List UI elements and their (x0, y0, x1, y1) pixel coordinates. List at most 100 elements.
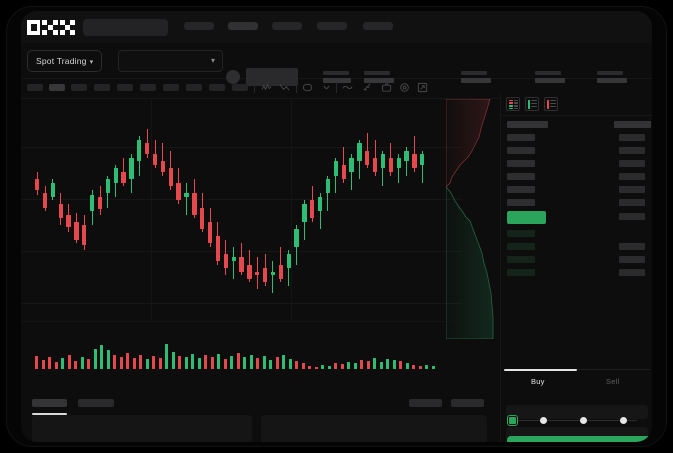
bottom-action-2[interactable] (451, 399, 484, 407)
bottom-tab-2[interactable] (78, 399, 114, 407)
candle (388, 99, 393, 321)
camera-icon[interactable] (381, 82, 392, 93)
candle (97, 99, 103, 321)
ruler-icon[interactable] (362, 82, 373, 93)
candlestick-chart[interactable] (21, 99, 462, 321)
candle-body (372, 157, 378, 172)
bottom-panel-left (32, 415, 252, 442)
settings-icon[interactable] (399, 82, 410, 93)
okx-logo[interactable] (27, 20, 75, 35)
candle-body (231, 257, 236, 261)
orderbook-sell-icon[interactable] (544, 97, 558, 111)
orderbook-ask-row[interactable] (507, 186, 535, 193)
orderbook-buy-icon[interactable] (525, 97, 539, 111)
volume-bar (41, 360, 45, 369)
market-type-label: Spot Trading (36, 56, 87, 66)
orderbook-bid-row[interactable] (507, 256, 535, 263)
bottom-tab-bar (21, 393, 500, 415)
timeframe-7[interactable] (163, 84, 179, 91)
orderbook-bid-amount (619, 256, 645, 263)
bottom-panel-right (261, 415, 487, 442)
indicator-icon[interactable] (261, 82, 272, 93)
chart-gridline (291, 99, 292, 321)
volume-bar (405, 363, 409, 369)
header-nav-item-2[interactable] (228, 22, 258, 30)
orderbook-ask-row[interactable] (507, 173, 535, 180)
timeframe-1[interactable] (27, 84, 43, 91)
candle (184, 99, 189, 321)
orderbook-bid-row[interactable] (507, 269, 535, 276)
candle (74, 99, 79, 321)
bottom-action-1[interactable] (409, 399, 442, 407)
header-nav-item-4[interactable] (317, 22, 347, 30)
timeframe-10[interactable] (232, 84, 248, 91)
orderbook-divider (501, 115, 652, 116)
candle (176, 99, 181, 321)
orderbook-col-header-left (507, 121, 548, 128)
orderbook-bid-row[interactable] (507, 243, 535, 250)
timeframe-2[interactable] (49, 84, 65, 91)
candle-body (152, 154, 158, 165)
timeframe-8[interactable] (186, 84, 202, 91)
amount-slider-step-4[interactable] (620, 417, 627, 424)
tab-buy[interactable]: Buy (531, 377, 545, 386)
candle-body (310, 200, 315, 219)
market-type-selector[interactable]: Spot Trading ▾ (27, 50, 103, 72)
volume-bar (366, 361, 370, 369)
orderbook-bid-row[interactable] (507, 230, 535, 237)
bottom-tab-1[interactable] (32, 399, 67, 407)
timeframe-9[interactable] (209, 84, 225, 91)
trading-pair-selector[interactable]: ▾ (118, 50, 223, 72)
bottom-tab-active-underline (32, 413, 67, 415)
orderbook-ask-row[interactable] (507, 134, 535, 141)
candle (317, 99, 323, 321)
orderbook-ask-row[interactable] (507, 160, 535, 167)
timeframe-5[interactable] (117, 84, 133, 91)
header-nav-item-3[interactable] (272, 22, 302, 30)
amount-slider-handle[interactable] (507, 415, 518, 426)
line-chart-icon[interactable] (342, 82, 353, 93)
timeframe-4[interactable] (94, 84, 110, 91)
header-search-field[interactable] (83, 19, 168, 36)
compare-icon[interactable] (302, 82, 313, 93)
volume-bar (262, 356, 266, 369)
fullscreen-icon[interactable] (417, 82, 428, 93)
header-nav-item-1[interactable] (184, 22, 214, 30)
candle-body (200, 207, 205, 229)
candle (380, 99, 386, 321)
volume-bar (353, 363, 357, 369)
volume-bar (269, 360, 272, 369)
candle (223, 99, 228, 321)
volume-bar (334, 363, 337, 369)
tab-sell[interactable]: Sell (606, 377, 620, 386)
volume-bar (288, 359, 292, 369)
volume-bar (399, 361, 402, 369)
header-nav-item-5[interactable] (363, 22, 393, 30)
order-price-field[interactable] (506, 405, 648, 419)
orderbook-ask-amount (619, 186, 645, 193)
candle-wick (272, 260, 274, 293)
candle-body (341, 164, 346, 180)
amount-slider-step-2[interactable] (540, 417, 547, 424)
app-header (21, 11, 652, 43)
amount-slider-track[interactable] (510, 420, 637, 421)
timeframe-6[interactable] (140, 84, 156, 91)
volume-bar (132, 358, 136, 369)
volume-bar (113, 355, 116, 369)
candle (302, 99, 307, 321)
candle-wick (185, 182, 187, 215)
timeframe-3[interactable] (71, 84, 87, 91)
orderbook-ask-row[interactable] (507, 199, 535, 206)
candle (160, 99, 166, 321)
chevron-down-icon[interactable] (321, 82, 332, 93)
candle (35, 99, 40, 321)
candle-body (82, 225, 87, 245)
amount-slider-step-3[interactable] (580, 417, 587, 424)
place-buy-order-button[interactable] (507, 436, 652, 442)
orderbook-col-header-right (614, 121, 651, 128)
orderbook-both-icon[interactable] (506, 97, 520, 111)
orderbook-ask-amount (619, 147, 645, 154)
orderbook-ask-row[interactable] (507, 147, 535, 154)
candle-body (113, 168, 118, 183)
chart-type-icon[interactable] (279, 82, 290, 93)
